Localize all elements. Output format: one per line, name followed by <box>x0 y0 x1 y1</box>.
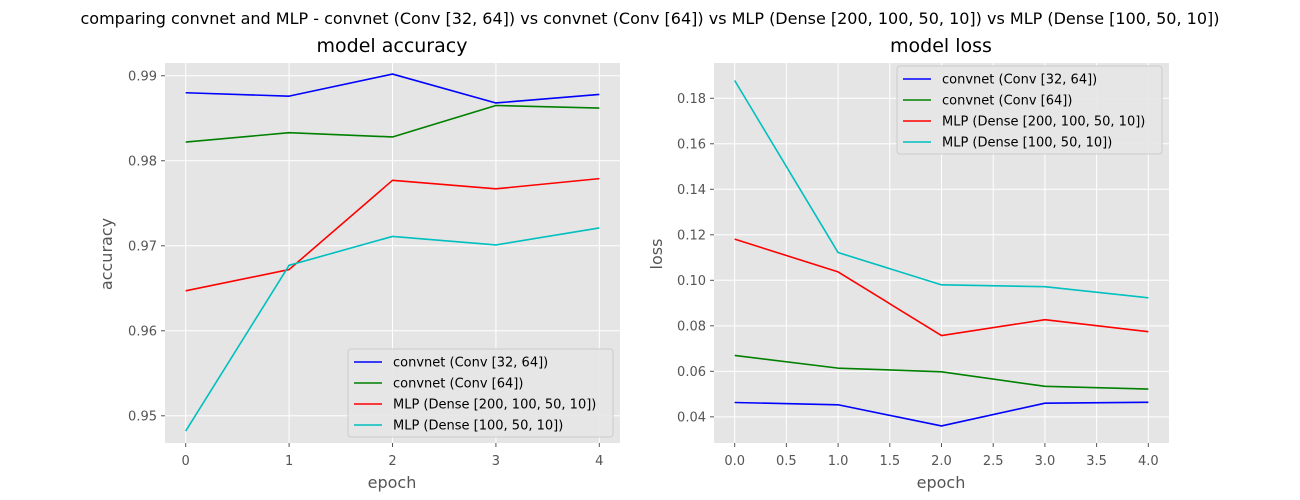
accuracy-series-line-4 <box>185 227 600 432</box>
loss-x-axis-label: epoch <box>917 473 966 492</box>
accuracy-x-tick-label: 2 <box>388 454 396 469</box>
loss-y-tick-label: 0.14 <box>677 183 706 198</box>
loss-legend: convnet (Conv [32, 64]) convnet (Conv [64… <box>896 65 1163 155</box>
loss-legend-box <box>896 65 1163 155</box>
loss-x-tick-label: 2.5 <box>983 454 1004 469</box>
accuracy-series-line-1 <box>185 73 600 104</box>
loss-chart-title: model loss <box>890 35 992 57</box>
loss-series-line-3 <box>734 238 1149 337</box>
accuracy-y-tick-label: 0.97 <box>128 239 157 254</box>
accuracy-x-tick-label: 4 <box>595 454 603 469</box>
accuracy-legend-label: convnet (Conv [64]) <box>393 377 523 392</box>
loss-x-tick-label: 3.5 <box>1086 454 1107 469</box>
accuracy-legend-label: MLP (Dense [200, 100, 50, 10]) <box>393 398 596 413</box>
accuracy-legend-box <box>347 348 614 438</box>
loss-legend-label: MLP (Dense [100, 50, 10]) <box>942 136 1112 151</box>
accuracy-y-tick-label: 0.98 <box>128 154 157 169</box>
accuracy-chart: model accuracy epoch accuracy 0 1 2 3 4 0.95 0… <box>97 35 620 492</box>
accuracy-legend-label: MLP (Dense [100, 50, 10]) <box>393 419 563 434</box>
loss-y-tick-label: 0.12 <box>677 228 706 243</box>
loss-y-tick-label: 0.10 <box>677 274 706 289</box>
loss-y-tick-label: 0.18 <box>677 92 706 107</box>
loss-legend-label: convnet (Conv [64]) <box>942 94 1072 109</box>
loss-y-tick-label: 0.16 <box>677 137 706 152</box>
accuracy-y-tick-label: 0.99 <box>128 69 157 84</box>
loss-y-tick-label: 0.08 <box>677 319 706 334</box>
accuracy-x-tick-label: 0 <box>182 454 190 469</box>
loss-y-axis-label: loss <box>647 239 666 270</box>
loss-x-tick-label: 4.0 <box>1138 454 1159 469</box>
loss-series-line-1 <box>734 401 1149 427</box>
loss-x-tick-label: 0.5 <box>776 454 797 469</box>
accuracy-series-line-2 <box>185 104 600 143</box>
loss-y-tick-label: 0.06 <box>677 365 706 380</box>
loss-chart: model loss epoch loss 0.0 0.5 1.0 1.5 2.0 2.5… <box>647 35 1169 492</box>
loss-series-line-2 <box>734 354 1149 390</box>
loss-x-tick-label: 1.0 <box>828 454 849 469</box>
accuracy-series-line-3 <box>185 177 600 292</box>
accuracy-y-axis-label: accuracy <box>97 218 116 290</box>
loss-x-tick-label: 0.0 <box>724 454 745 469</box>
accuracy-y-tick-label: 0.96 <box>128 324 157 339</box>
accuracy-x-tick-label: 1 <box>285 454 293 469</box>
loss-series-line-4 <box>733 80 1149 299</box>
loss-y-tick-label: 0.04 <box>677 410 706 425</box>
accuracy-chart-title: model accuracy <box>317 35 468 57</box>
accuracy-legend-label: convnet (Conv [32, 64]) <box>393 356 548 371</box>
loss-legend-label: convnet (Conv [32, 64]) <box>942 73 1097 88</box>
accuracy-x-axis-label: epoch <box>368 473 417 492</box>
loss-legend-label: MLP (Dense [200, 100, 50, 10]) <box>942 115 1145 130</box>
accuracy-legend: convnet (Conv [32, 64]) convnet (Conv [64… <box>347 348 614 438</box>
loss-x-tick-label: 2.0 <box>931 454 952 469</box>
accuracy-y-tick-label: 0.95 <box>128 409 157 424</box>
accuracy-x-tick-label: 3 <box>492 454 500 469</box>
loss-x-tick-label: 1.5 <box>879 454 900 469</box>
figure-suptitle: comparing convnet and MLP - convnet (Con… <box>81 9 1220 28</box>
loss-x-tick-label: 3.0 <box>1035 454 1056 469</box>
